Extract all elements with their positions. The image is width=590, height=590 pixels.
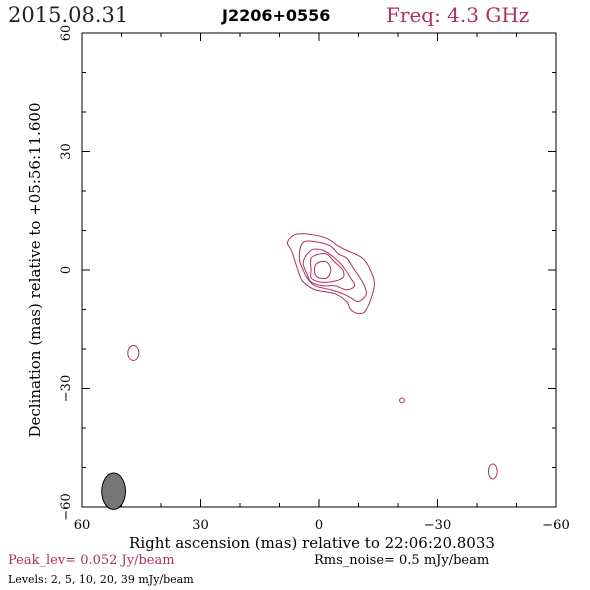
x-tick-label: −60	[542, 518, 569, 533]
y-tick-label: 30	[59, 143, 74, 160]
contour-island	[399, 397, 405, 404]
x-tick-label: 60	[74, 518, 91, 533]
rms-noise: Rms_noise= 0.5 mJy/beam	[314, 553, 490, 568]
x-axis-label: Right ascension (mas) relative to 22:06:…	[129, 534, 495, 552]
x-tick-label: −30	[424, 518, 451, 533]
source-name: J2206+0556	[222, 6, 331, 25]
contour-level-2	[286, 233, 375, 314]
y-tick-label: −30	[59, 375, 74, 402]
contour-island	[487, 463, 498, 480]
peak-level: Peak_lev= 0.052 Jy/beam	[8, 553, 175, 568]
x-tick-label: 30	[192, 518, 209, 533]
contour-islands	[127, 344, 498, 480]
y-tick-label: 0	[59, 266, 74, 274]
y-tick-label: 60	[59, 25, 74, 42]
y-tick-label: −60	[59, 493, 74, 520]
beam-ellipse	[101, 472, 126, 510]
contour-level-20	[310, 252, 345, 283]
contour-level-10	[302, 248, 356, 291]
plot-frame	[81, 32, 557, 508]
observation-date: 2015.08.31	[8, 3, 129, 27]
contour-level-5	[298, 240, 367, 303]
contours	[286, 233, 375, 314]
contour-level-39	[314, 260, 332, 280]
contour-levels: Levels: 2, 5, 10, 20, 39 mJy/beam	[8, 573, 194, 586]
contour-island	[127, 344, 140, 361]
frequency-label: Freq: 4.3 GHz	[386, 3, 530, 27]
y-axis-label: Declination (mas) relative to +05:56:11.…	[26, 102, 44, 437]
x-tick-label: 0	[315, 518, 323, 533]
beam-ellipse-group	[101, 472, 126, 510]
